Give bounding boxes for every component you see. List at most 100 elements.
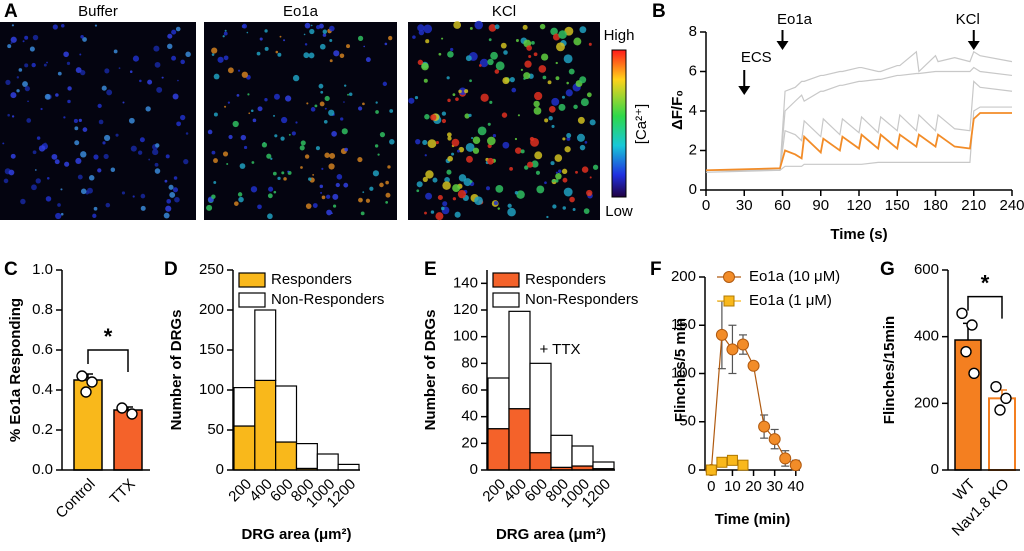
cell <box>148 158 151 161</box>
cell <box>239 163 246 169</box>
cell <box>416 189 420 193</box>
cell <box>472 147 480 154</box>
cell <box>247 93 250 96</box>
cell <box>487 157 494 165</box>
cell <box>487 122 491 126</box>
data-point <box>705 464 717 476</box>
bar-segment <box>337 463 360 471</box>
panel-letter: F <box>650 259 662 280</box>
arrow-head <box>967 41 980 50</box>
cell <box>442 181 451 190</box>
cell <box>562 177 568 183</box>
cell <box>564 146 571 153</box>
cell <box>280 136 285 141</box>
cell <box>324 95 330 102</box>
cell <box>514 137 518 141</box>
cell <box>453 21 462 29</box>
y-tick-label: 0.4 <box>32 381 53 398</box>
cell <box>516 190 525 199</box>
y-tick-label: 20 <box>461 434 478 451</box>
x-tick-label: 30 <box>736 197 753 214</box>
cell <box>452 93 456 97</box>
cell <box>522 24 528 30</box>
cell <box>569 196 575 203</box>
cell <box>3 178 9 184</box>
cell <box>318 83 324 89</box>
cell <box>490 51 498 60</box>
cell <box>211 53 215 56</box>
cell <box>288 133 291 136</box>
y-tick-label: 0.6 <box>32 341 53 358</box>
cell <box>552 204 557 209</box>
cell <box>556 42 565 52</box>
cell <box>32 34 39 41</box>
cell <box>416 181 423 188</box>
cell <box>79 53 82 56</box>
cell <box>365 57 371 63</box>
cell <box>358 106 363 111</box>
y-tick-label: 600 <box>914 261 939 278</box>
cell <box>281 171 285 175</box>
cell <box>36 136 41 140</box>
x-tick-label: 0 <box>707 478 715 495</box>
cell <box>228 134 233 140</box>
cell <box>501 112 508 118</box>
cell <box>494 24 500 30</box>
cell <box>277 52 282 57</box>
data-point <box>726 343 739 356</box>
cell <box>382 81 388 87</box>
cell <box>468 113 472 117</box>
bar-segment <box>529 362 552 454</box>
cell <box>562 206 566 210</box>
cell <box>222 151 229 157</box>
cell <box>335 182 340 188</box>
cell <box>527 161 534 168</box>
legend-swatch <box>492 292 520 308</box>
panel-letter: B <box>652 1 666 22</box>
cell <box>251 161 255 164</box>
cell <box>173 176 178 180</box>
y-axis-label: % Eo1a Responding <box>7 298 24 442</box>
cell <box>272 171 277 176</box>
cell <box>322 29 328 34</box>
cell <box>339 53 345 59</box>
cell <box>31 184 37 191</box>
data-point <box>758 420 771 433</box>
cell <box>266 153 272 159</box>
cell <box>303 52 310 59</box>
cell <box>16 76 20 79</box>
cell <box>161 76 164 79</box>
colorbar-label: [Ca²⁺] <box>633 104 650 144</box>
cell <box>575 170 578 174</box>
cell <box>375 101 378 104</box>
cell <box>264 98 268 102</box>
cell <box>520 68 524 72</box>
cell <box>387 165 391 169</box>
cell <box>369 186 374 191</box>
cell <box>35 178 41 184</box>
cell <box>10 42 13 44</box>
cell <box>561 168 568 175</box>
cell <box>489 100 493 104</box>
cell <box>347 93 349 96</box>
cell <box>566 81 569 85</box>
cell <box>573 104 578 110</box>
cell <box>22 40 25 43</box>
data-point <box>768 433 781 446</box>
cell <box>2 142 5 145</box>
trace <box>705 66 1013 173</box>
cell <box>469 26 473 30</box>
cell <box>11 115 15 118</box>
cell <box>408 97 415 104</box>
cell <box>534 91 543 101</box>
cell <box>464 113 470 119</box>
cell <box>321 195 326 200</box>
cell <box>566 136 571 141</box>
cell <box>451 138 460 147</box>
data-point <box>116 402 128 414</box>
cell <box>542 75 547 80</box>
y-tick-label: 200 <box>199 301 224 318</box>
significance: * <box>981 270 990 295</box>
cell <box>589 176 592 179</box>
y-tick-label: 100 <box>199 381 224 398</box>
